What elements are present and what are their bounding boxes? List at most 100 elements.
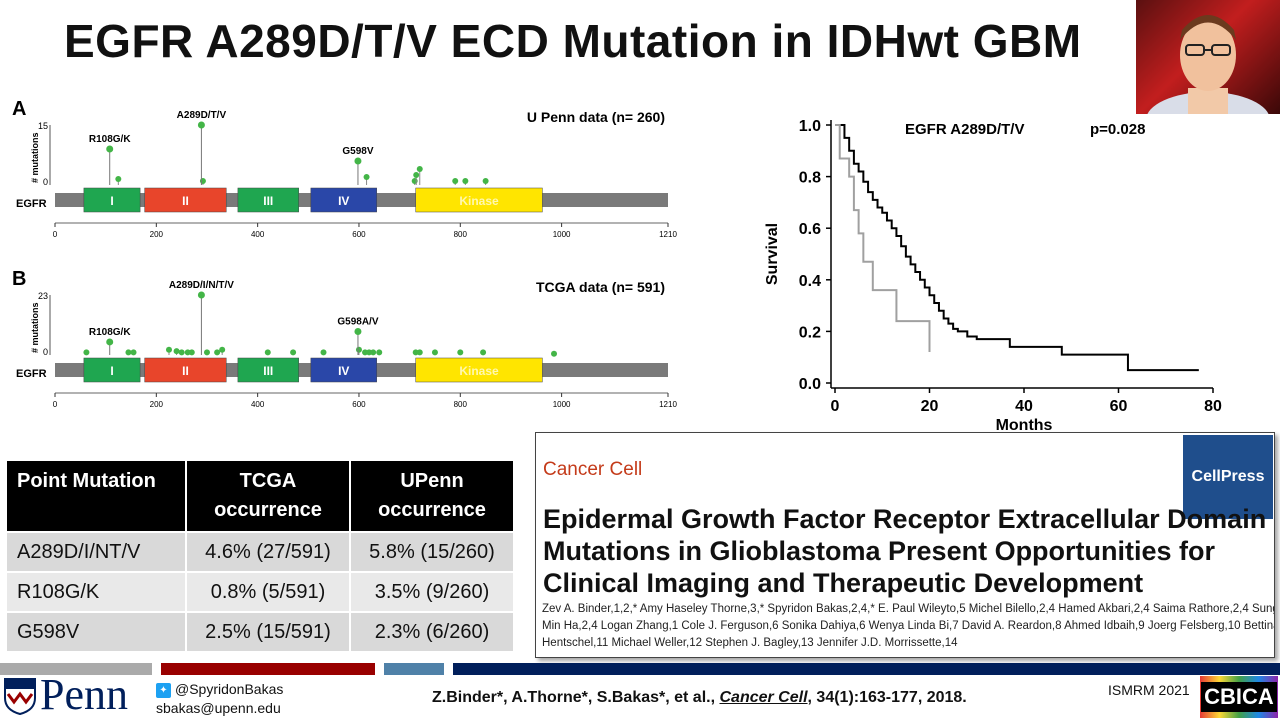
minor-mutation-point: [413, 172, 420, 178]
x-tick-label: 80: [1204, 398, 1222, 415]
x-tick-label: 1210: [659, 230, 677, 239]
paper-authors: Zev A. Binder,1,2,* Amy Haseley Thorne,3…: [542, 603, 1275, 649]
y-tick-label: 1.0: [799, 118, 821, 135]
presenter-video-icon: [1147, 15, 1269, 114]
email-address[interactable]: sbakas@upenn.edu: [156, 700, 281, 716]
mutation-label: R108G/K: [89, 327, 131, 338]
y-tick-label: 0.0: [799, 376, 821, 393]
domain-0: [83, 357, 141, 383]
y-min-label: 0: [43, 177, 48, 187]
mutation-label: A289D/I/N/T/V: [169, 280, 234, 291]
x-tick-label: 1210: [659, 400, 677, 409]
km-series-1: [835, 124, 931, 353]
minor-mutation-point: [551, 350, 558, 357]
cellpress-logo: CellPress: [1183, 435, 1273, 519]
x-tick-label: 800: [454, 400, 468, 409]
cell-tcga: 4.6% (27/591): [186, 531, 351, 572]
chart-title: EGFR A289D/T/V: [905, 121, 1024, 138]
panel-label: B: [12, 268, 26, 290]
mutation-point: [354, 157, 362, 165]
domain-label: II: [182, 364, 189, 378]
mutation-point: [106, 338, 114, 346]
y-max-label: 23: [38, 291, 48, 301]
domain-3: [310, 187, 377, 213]
y-min-label: 0: [43, 347, 48, 357]
x-tick-label: 800: [454, 230, 468, 239]
divider-bar-gray: [0, 663, 152, 675]
domain-label: III: [263, 194, 273, 208]
minor-mutation-point: [188, 349, 195, 356]
conference-label: ISMRM 2021: [1108, 682, 1190, 698]
citation: Z.Binder*, A.Thorne*, S.Bakas*, et al., …: [432, 689, 967, 706]
minor-mutation-point: [411, 178, 418, 184]
mutation-label: G598A/V: [337, 317, 378, 328]
divider-bar-navy: [453, 663, 1280, 675]
domain-2: [237, 357, 299, 383]
domain-1: [144, 357, 227, 383]
y-axis-label: # mutations: [30, 302, 40, 353]
y-tick-label: 0.4: [799, 273, 821, 290]
y-tick-label: 0.8: [799, 170, 821, 187]
domain-label: I: [110, 364, 113, 378]
minor-mutation-point: [370, 349, 377, 356]
citation-journal-link[interactable]: Cancer Cell: [719, 689, 808, 706]
penn-logo-text: Penn: [40, 670, 128, 719]
p-value: p=0.028: [1090, 121, 1145, 138]
minor-mutation-point: [376, 349, 383, 356]
table-row: G598V 2.5% (15/591) 2.3% (6/260): [7, 611, 515, 651]
x-tick-label: 600: [352, 400, 366, 409]
x-tick-label: 200: [150, 400, 164, 409]
x-axis-label: Months: [996, 417, 1053, 434]
km-series-0: [835, 124, 1199, 372]
protein-label: EGFR: [16, 198, 47, 210]
presenter-webcam: [1136, 0, 1280, 114]
minor-mutation-point: [199, 178, 206, 184]
twitter-handle[interactable]: @SpyridonBakas: [175, 681, 284, 697]
y-tick-label: 0.6: [799, 221, 821, 238]
minor-mutation-point: [290, 349, 297, 356]
slide-title: EGFR A289D/T/V ECD Mutation in IDHwt GBM: [64, 15, 1082, 67]
x-tick-label: 200: [150, 230, 164, 239]
cell-tcga: 2.5% (15/591): [186, 611, 351, 651]
minor-mutation-point: [178, 349, 185, 356]
x-tick-label: 0: [53, 230, 58, 239]
x-tick-label: 0: [53, 400, 58, 409]
domain-label: Kinase: [459, 364, 499, 378]
y-tick-label: 0.2: [799, 324, 821, 341]
domain-2: [237, 187, 299, 213]
cell-tcga: 0.8% (5/591): [186, 571, 351, 612]
penn-shield-icon: [4, 678, 36, 715]
table-header-row: Point Mutation TCGA occurrence UPenn occur…: [7, 461, 515, 532]
header-tcga: TCGA occurrence: [186, 461, 351, 532]
y-max-label: 15: [38, 121, 48, 131]
minor-mutation-point: [416, 166, 423, 172]
minor-mutation-point: [203, 349, 210, 356]
minor-mutation-point: [480, 349, 487, 356]
cell-upenn: 2.3% (6/260): [350, 611, 515, 651]
mutation-table: Point Mutation TCGA occurrence UPenn occur…: [7, 461, 515, 651]
domain-label: I: [110, 194, 113, 208]
domain-label: IV: [338, 364, 349, 378]
table-row: A289D/I/NT/V 4.6% (27/591) 5.8% (15/260): [7, 531, 515, 572]
minor-mutation-point: [115, 176, 122, 182]
twitter-icon: ✦: [156, 683, 171, 698]
domain-label: Kinase: [459, 194, 499, 208]
divider-bar-blue: [384, 663, 444, 675]
minor-mutation-point: [363, 174, 370, 180]
x-tick-label: 1000: [553, 400, 571, 409]
cbica-logo: CBICA: [1200, 676, 1278, 718]
mutation-label: R108G/K: [89, 134, 131, 145]
minor-mutation-point: [452, 178, 459, 184]
minor-mutation-point: [264, 349, 271, 356]
dataset-label: U Penn data (n= 260): [527, 109, 665, 125]
x-tick-label: 60: [1110, 398, 1128, 415]
panel-label: A: [12, 98, 26, 120]
cell-mutation: G598V: [7, 611, 187, 651]
paper-snapshot: Cancer Cell CellPress Epidermal Growth F…: [535, 432, 1275, 658]
x-tick-label: 20: [921, 398, 939, 415]
mutation-label: A289D/T/V: [177, 110, 227, 121]
mutation-point: [197, 121, 205, 129]
minor-mutation-point: [462, 178, 469, 184]
x-tick-label: 1000: [553, 230, 571, 239]
